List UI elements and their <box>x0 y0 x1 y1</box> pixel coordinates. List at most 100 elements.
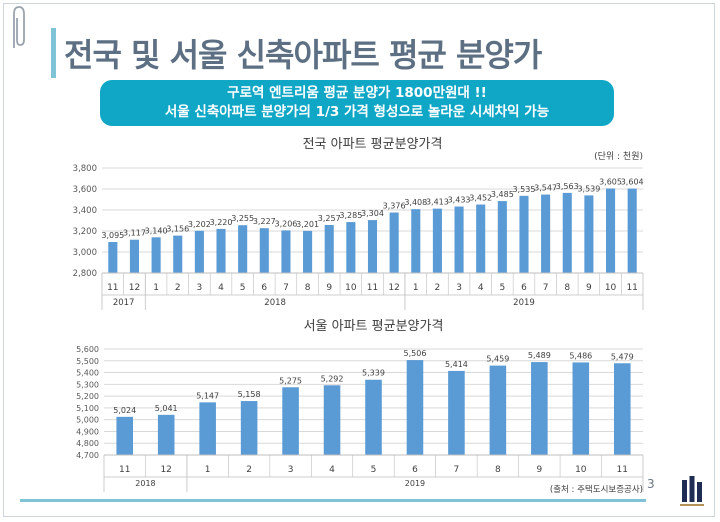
bar <box>497 201 507 273</box>
value-label: 3,156 <box>166 225 189 234</box>
bar <box>562 192 572 273</box>
value-label: 3,605 <box>599 177 622 186</box>
y-tick-label: 3,000 <box>73 248 97 258</box>
banner-line-1: 구로역 엔트리움 평균 분양가 1800만원대 !! <box>227 85 487 101</box>
bar <box>194 230 204 273</box>
x-tick-label: 12 <box>129 283 140 293</box>
value-label: 3,376 <box>383 202 406 211</box>
value-label: 3,140 <box>145 226 168 235</box>
paperclip-icon <box>13 6 25 48</box>
x-tick-label: 2 <box>435 283 441 293</box>
value-label: 3,604 <box>621 178 644 187</box>
bar <box>432 208 442 273</box>
bar <box>489 365 507 455</box>
value-label: 3,485 <box>491 190 514 199</box>
year-group-label: 2017 <box>113 298 135 308</box>
x-tick-label: 3 <box>288 465 294 475</box>
value-label: 3,547 <box>534 184 557 193</box>
company-logo-icon <box>680 476 704 506</box>
x-tick-label: 3 <box>197 283 203 293</box>
x-tick-label: 5 <box>371 465 377 475</box>
x-tick-label: 10 <box>575 465 587 475</box>
x-tick-label: 5 <box>240 283 246 293</box>
bar <box>108 242 118 273</box>
value-label: 5,339 <box>362 369 385 378</box>
x-tick-label: 2 <box>246 465 252 475</box>
value-label: 3,220 <box>210 218 233 227</box>
value-label: 5,459 <box>486 355 509 364</box>
bar <box>323 385 341 455</box>
x-tick-label: 12 <box>160 465 171 475</box>
year-group-label: 2018 <box>264 298 286 308</box>
x-tick-label: 1 <box>153 283 159 293</box>
bar <box>389 212 399 273</box>
year-group-label: 2019 <box>513 298 535 308</box>
value-label: 5,414 <box>445 360 468 369</box>
chart-title: 서울 아파트 평균분양가격 <box>304 319 444 334</box>
y-tick-label: 4,800 <box>76 439 99 448</box>
bar <box>613 363 631 455</box>
x-tick-label: 11 <box>107 283 118 293</box>
bar <box>151 237 161 273</box>
x-tick-label: 1 <box>413 283 419 293</box>
footer-line <box>20 499 646 502</box>
x-tick-label: 8 <box>564 283 570 293</box>
national-price-chart: 전국 아파트 평균분양가격 (단위 : 천원) 2,800 3,000 3,200 3,4… <box>73 137 644 310</box>
bar <box>365 379 382 455</box>
x-tick-label: 6 <box>261 283 267 293</box>
slide-title: 전국 및 서울 신축아파트 평균 분양가 <box>64 36 542 74</box>
value-label: 5,489 <box>528 351 551 360</box>
value-label: 3,206 <box>274 219 297 228</box>
chart-title: 전국 아파트 평균분양가격 <box>303 137 443 152</box>
bar <box>173 235 183 273</box>
value-label: 3,304 <box>361 209 384 218</box>
bar <box>406 360 424 455</box>
value-label: 3,563 <box>556 182 579 191</box>
y-tick-label: 3,200 <box>73 227 97 237</box>
value-label: 5,041 <box>155 404 178 413</box>
x-tick-label: 8 <box>305 283 311 293</box>
bar <box>454 206 464 273</box>
y-tick-label: 5,100 <box>76 404 99 413</box>
y-tick-label: 3,800 <box>73 164 97 174</box>
bar <box>627 188 637 273</box>
x-tick-label: 3 <box>456 283 462 293</box>
bar <box>199 402 216 455</box>
bar <box>346 222 356 273</box>
x-tick-label: 12 <box>388 283 399 293</box>
x-tick-label: 11 <box>617 465 628 475</box>
x-tick-label: 7 <box>543 283 549 293</box>
bar <box>476 204 486 273</box>
value-label: 3,095 <box>101 231 124 240</box>
bar <box>541 194 551 273</box>
unit-note: (단위 : 천원) <box>594 151 643 162</box>
value-label: 5,024 <box>113 406 136 415</box>
value-label: 5,506 <box>404 349 427 358</box>
value-label: 3,413 <box>426 198 449 207</box>
year-group-label: 2018 <box>135 479 155 488</box>
x-tick-label: 9 <box>536 465 542 475</box>
bar <box>238 225 248 273</box>
value-label: 3,255 <box>231 214 254 223</box>
bar <box>282 387 299 455</box>
value-label: 3,202 <box>188 220 211 229</box>
source-note: (출처 : 주택도시보증공사) <box>550 484 643 495</box>
bar <box>129 239 140 273</box>
x-tick-label: 1 <box>205 465 211 475</box>
x-tick-label: 7 <box>454 465 460 475</box>
value-label: 3,433 <box>448 196 471 205</box>
y-tick-label: 4,700 <box>76 451 99 460</box>
value-label: 3,452 <box>469 194 492 203</box>
value-label: 3,285 <box>339 211 362 220</box>
banner-line-2: 서울 신축아파트 분양가의 1/3 가격 형성으로 놀라운 시세차익 가능 <box>164 104 550 120</box>
value-label: 5,158 <box>238 390 261 399</box>
bar <box>259 228 269 273</box>
year-group-label: 2019 <box>405 479 425 488</box>
x-tick-label: 6 <box>521 283 527 293</box>
x-tick-label: 6 <box>412 465 418 475</box>
x-tick-label: 11 <box>367 283 378 293</box>
bar <box>519 195 529 273</box>
x-tick-label: 7 <box>283 283 289 293</box>
value-label: 3,117 <box>123 229 146 238</box>
y-tick-label: 5,300 <box>76 380 99 389</box>
